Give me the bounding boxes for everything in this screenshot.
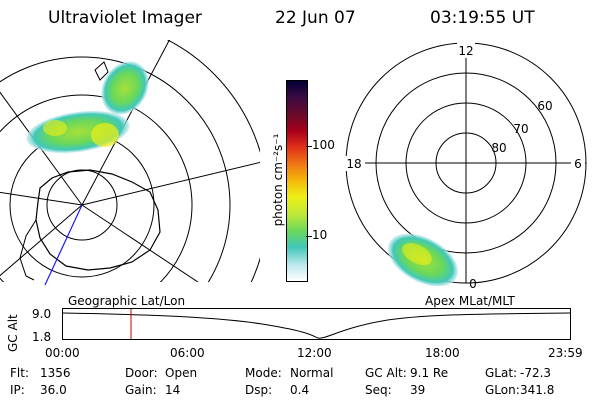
status-key: Flt: <box>10 366 29 380</box>
status-value: 39 <box>410 383 426 397</box>
lon-line <box>81 161 260 206</box>
instrument-title: Ultraviolet Imager <box>48 8 202 28</box>
status-value: 36.0 <box>40 383 67 397</box>
mlt-label-midnight: 0 <box>469 277 477 290</box>
status-value: 1356 <box>40 366 71 380</box>
mlat-label: 80 <box>491 141 506 155</box>
status-value: 0.4 <box>290 383 310 397</box>
date-label: 22 Jun 07 <box>275 8 356 28</box>
mlt-label-dusk: 18 <box>346 157 361 171</box>
altitude-timeline-plot <box>62 308 571 340</box>
aurora-emission <box>26 61 149 154</box>
time-tick-label: 00:00 <box>45 346 80 360</box>
time-tick-label: 23:59 <box>548 346 583 360</box>
satellite-track <box>44 204 83 286</box>
lon-line <box>0 204 83 277</box>
geographic-map <box>0 40 260 286</box>
status-value: 9.1 Re <box>410 366 449 380</box>
aurora-emission <box>387 233 459 287</box>
status-value: 14 <box>165 383 181 397</box>
status-key: Door: <box>125 366 158 380</box>
colorbar-tick-label: 100 <box>312 138 335 152</box>
apex-panel-label: Apex MLat/MLT <box>425 294 515 308</box>
lon-line <box>0 91 83 206</box>
status-value: Open <box>165 366 198 380</box>
coastline <box>35 169 161 271</box>
lat-circle <box>0 94 193 282</box>
mlt-label-dawn: 6 <box>574 157 582 171</box>
geo-panel-label: Geographic Lat/Lon <box>68 294 186 308</box>
status-key: Mode: <box>245 366 282 380</box>
status-key: Gain: <box>125 383 157 397</box>
lat-circle <box>46 169 118 241</box>
status-key: GLon: <box>485 383 520 397</box>
status-value: -72.3 <box>520 366 552 380</box>
mlt-label-noon: 12 <box>458 44 473 58</box>
altitude-curve <box>62 312 571 339</box>
status-value: Normal <box>290 366 334 380</box>
lon-line <box>0 191 83 206</box>
altitude-ytick-bottom: 1.8 <box>32 330 52 344</box>
lon-line <box>81 204 199 282</box>
colorbar <box>286 80 308 282</box>
time-label: 03:19:55 UT <box>430 8 535 28</box>
lat-circle <box>0 56 231 282</box>
status-key: GC Alt: <box>365 366 407 380</box>
status-key: Seq: <box>365 383 392 397</box>
apex-polar-plot: 12 18 6 0 60 70 80 <box>343 42 587 290</box>
altitude-ytick-top: 9.0 <box>32 307 52 321</box>
altitude-axis-title: GC Alt <box>6 314 20 352</box>
colorbar-tick-label: 10 <box>312 228 328 242</box>
plot-frame <box>62 308 571 340</box>
time-tick-label: 06:00 <box>170 346 205 360</box>
peninsula-coast <box>19 219 37 281</box>
mlat-label: 70 <box>513 122 528 136</box>
status-key: GLat: <box>485 366 518 380</box>
colorbar-tick <box>306 236 312 237</box>
time-tick-label: 12:00 <box>297 346 332 360</box>
status-key: IP: <box>10 383 25 397</box>
colorbar-tick <box>306 146 312 147</box>
colorbar-unit-label: photon cm⁻²s⁻¹ <box>271 133 285 227</box>
status-key: Dsp: <box>245 383 273 397</box>
time-tick-label: 18:00 <box>425 346 460 360</box>
mlat-label: 60 <box>537 99 552 113</box>
lon-line <box>81 40 170 206</box>
status-value: 341.8 <box>520 383 555 397</box>
